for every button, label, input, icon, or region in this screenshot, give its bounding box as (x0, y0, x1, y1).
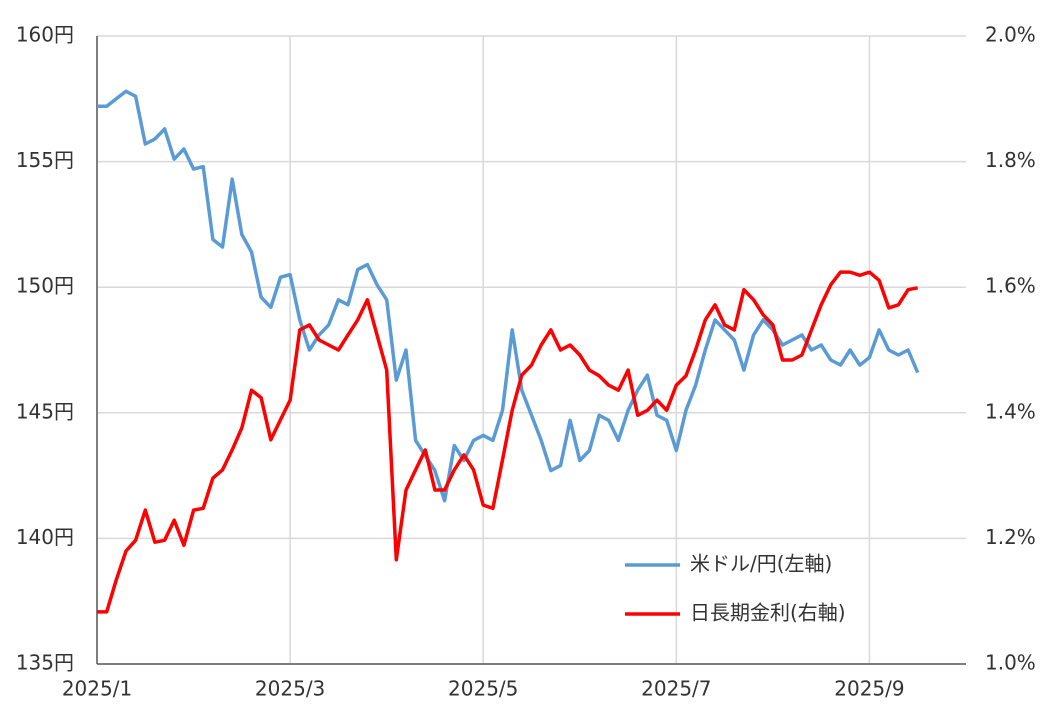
x-tick-label: 2025/3 (255, 677, 325, 701)
legend-label: 米ドル/円(左軸) (690, 552, 832, 576)
y2-tick-label: 1.2% (985, 525, 1036, 549)
y2-tick-label: 1.6% (985, 274, 1036, 298)
y2-tick-label: 2.0% (985, 23, 1036, 47)
series-line (97, 89, 920, 503)
y-tick-label: 140円 (16, 525, 74, 549)
y2-tick-label: 1.0% (985, 651, 1036, 675)
x-tick-label: 2025/9 (834, 677, 904, 701)
y-tick-label: 145円 (16, 399, 74, 423)
y-tick-label: 135円 (16, 651, 74, 675)
y-tick-label: 150円 (16, 274, 74, 298)
x-tick-label: 2025/5 (448, 677, 518, 701)
x-tick-label: 2025/7 (641, 677, 711, 701)
series-line (97, 270, 919, 614)
y-tick-label: 155円 (16, 148, 74, 172)
y2-tick-label: 1.8% (985, 148, 1036, 172)
y2-tick-label: 1.4% (985, 399, 1036, 423)
legend-label: 日長期金利(右軸) (690, 601, 846, 625)
x-tick-label: 2025/1 (62, 677, 132, 701)
y-tick-label: 160円 (16, 23, 74, 47)
